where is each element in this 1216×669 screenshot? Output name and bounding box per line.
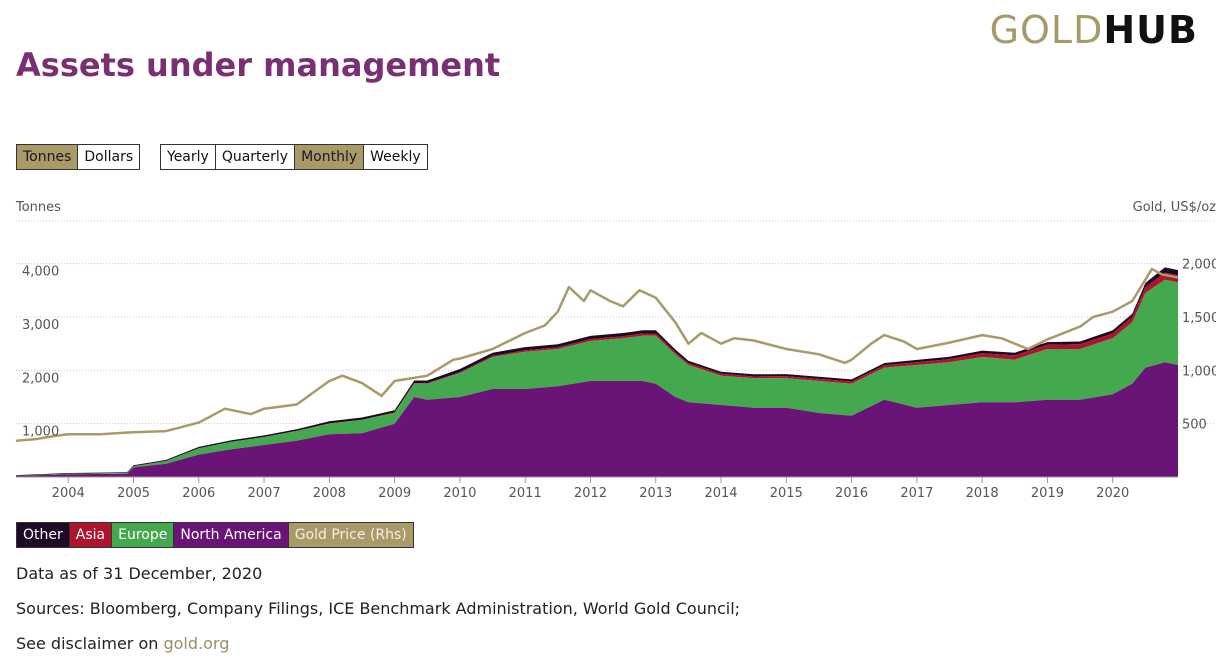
y-tick-label: 4,000	[22, 265, 59, 280]
sources-note: Sources: Bloomberg, Company Filings, ICE…	[16, 599, 741, 618]
legend-asia[interactable]: Asia	[69, 523, 113, 547]
x-tick-label: 2009	[378, 486, 411, 501]
x-tick-label: 2020	[1096, 486, 1129, 501]
x-tick-label: 2019	[1031, 486, 1064, 501]
quarterly-button[interactable]: Quarterly	[214, 144, 296, 170]
data-date-note: Data as of 31 December, 2020	[16, 564, 263, 583]
logo-gold-text: GOLD	[989, 8, 1104, 52]
x-tick-label: 2018	[966, 486, 999, 501]
x-tick-label: 2004	[52, 486, 85, 501]
x-tick-label: 2007	[248, 486, 281, 501]
area-north-america	[16, 362, 1178, 477]
y-tick-label: 2,000	[22, 371, 59, 386]
disclaimer-text: See disclaimer on	[16, 634, 159, 653]
page-title: Assets under management	[16, 46, 501, 84]
area-europe	[16, 279, 1178, 476]
x-tick-label: 2006	[182, 486, 215, 501]
y2-tick-label: 500	[1182, 418, 1207, 433]
y-tick-label: 1,000	[22, 425, 59, 440]
logo-hub-text: HUB	[1103, 8, 1198, 52]
y2-tick-label: 1,000	[1182, 364, 1216, 379]
disclaimer-note: See disclaimer on gold.org	[16, 634, 229, 653]
y2-tick-label: 2,000	[1182, 258, 1216, 273]
x-tick-label: 2012	[574, 486, 607, 501]
gold-org-link[interactable]: gold.org	[163, 634, 230, 653]
y-tick-label: 3,000	[22, 318, 59, 333]
unit-toggle: Tonnes Dollars	[16, 144, 141, 170]
x-tick-label: 2017	[900, 486, 933, 501]
legend-other[interactable]: Other	[17, 523, 70, 547]
y-axis-title-right: Gold, US$/oz	[1132, 200, 1216, 215]
gold-price-line	[15, 267, 1179, 442]
x-tick-label: 2005	[117, 486, 150, 501]
x-tick-label: 2013	[639, 486, 672, 501]
x-tick-label: 2016	[835, 486, 868, 501]
y2-tick-label: 1,500	[1182, 311, 1216, 326]
period-toggle: Yearly Quarterly Monthly Weekly	[160, 144, 428, 170]
goldhub-logo[interactable]: GOLDHUB	[990, 8, 1198, 52]
x-tick-label: 2014	[704, 486, 737, 501]
x-tick-label: 2010	[443, 486, 476, 501]
legend-gold-price[interactable]: Gold Price (Rhs)	[288, 523, 413, 547]
yearly-button[interactable]: Yearly	[160, 144, 216, 170]
aum-chart: 1,000 2,000 3,000 4,000 500 1,000 1,500 2,000 20…	[15, 220, 1216, 501]
weekly-button[interactable]: Weekly	[363, 144, 428, 170]
x-tick-label: 2015	[770, 486, 803, 501]
x-tick-label: 2008	[313, 486, 346, 501]
legend-europe[interactable]: Europe	[112, 523, 175, 547]
dollars-button[interactable]: Dollars	[77, 144, 141, 170]
y-axis-title-left: Tonnes	[16, 200, 61, 215]
legend-north-america[interactable]: North America	[174, 523, 289, 547]
chart-legend: Other Asia Europe North America Gold Pri…	[16, 522, 414, 548]
monthly-button[interactable]: Monthly	[294, 144, 365, 170]
x-tick-label: 2011	[509, 486, 542, 501]
tonnes-button[interactable]: Tonnes	[16, 144, 79, 170]
